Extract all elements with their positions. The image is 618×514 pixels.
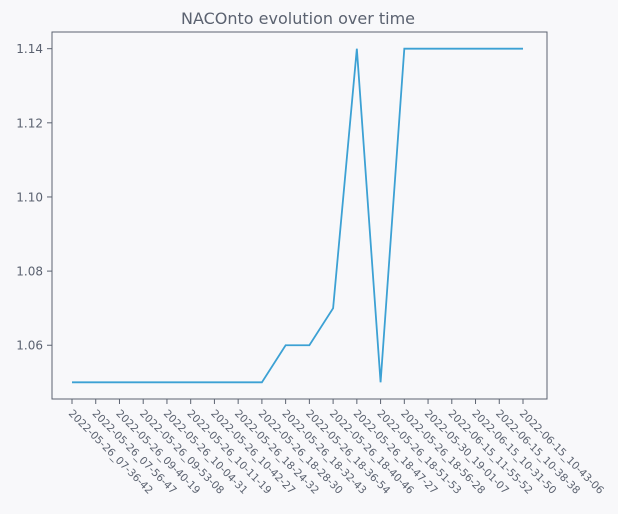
y-tick-label: 1.08 [16,265,43,279]
y-tick-label: 1.12 [16,116,43,130]
y-axis: 1.06 1.08 1.10 1.12 1.14 [16,42,52,353]
chart-title: NACOnto evolution over time [181,9,415,28]
y-tick-label: 1.06 [16,339,43,353]
series-line [72,47,523,384]
y-tick-label: 1.10 [16,190,43,204]
x-axis: 2022-05-26_07-36-422022-05-26_07-56-4720… [66,399,606,497]
plot-area [51,31,548,400]
y-tick-label: 1.14 [16,42,43,56]
